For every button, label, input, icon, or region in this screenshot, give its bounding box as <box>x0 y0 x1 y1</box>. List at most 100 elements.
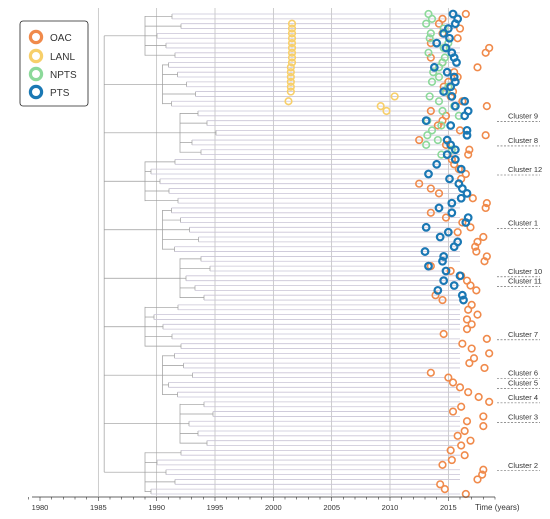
tip-marker-oac <box>464 305 473 314</box>
tip-marker-npts <box>427 77 437 86</box>
tip-marker-oac <box>460 451 469 460</box>
tip-marker-oac <box>467 344 476 353</box>
tip-marker-lanl <box>287 29 297 38</box>
tip-marker-pts <box>421 222 431 232</box>
tip-marker-oac <box>436 480 445 489</box>
legend-marker-npts <box>28 66 44 82</box>
cluster-labels: Cluster 9 Cluster 8 Cluster 12 Cluster 1 Clu… <box>497 112 542 472</box>
tip-marker-oac <box>426 184 435 193</box>
tip-marker-oac <box>448 378 458 387</box>
tip-marker-oac <box>441 213 451 222</box>
legend-label-lanl: LANL <box>50 52 75 63</box>
tip-marker-oac <box>466 223 475 232</box>
tip-marker-pts <box>446 121 456 130</box>
tip-marker-pts <box>462 125 472 135</box>
tip-marker-pts <box>450 19 460 29</box>
tip-marker-pts <box>456 164 466 174</box>
tip-marker-pts <box>449 72 459 82</box>
tip-marker-oac <box>464 150 473 159</box>
tip-marker-oac <box>455 24 465 33</box>
x-tick-label: 1980 <box>32 503 49 512</box>
x-tick-label: 1990 <box>148 503 165 512</box>
cluster-label: Cluster 3 <box>508 412 538 421</box>
tip-marker-pts <box>442 67 452 77</box>
tip-marker-lanl <box>284 97 293 106</box>
tip-marker-pts <box>445 33 454 43</box>
tip-marker-pts <box>449 281 459 290</box>
tip-marker-oac <box>438 295 447 305</box>
tip-marker-pts <box>421 116 431 126</box>
tip-marker-npts <box>429 68 438 77</box>
legend-marker-lanl <box>28 48 44 64</box>
x-tick-label: 1985 <box>90 503 107 512</box>
tip-marker-pts <box>441 266 451 276</box>
cluster-label: Cluster 2 <box>508 461 538 470</box>
tip-marker-pts <box>450 77 460 87</box>
cluster-label: Cluster 6 <box>508 369 538 378</box>
tip-marker-npts <box>438 106 447 116</box>
tip-marker-lanl <box>287 24 297 33</box>
tip-marker-npts <box>425 92 434 101</box>
tip-marker-npts <box>447 145 456 154</box>
vertical-grid-lines <box>97 8 449 496</box>
tip-marker-oac <box>481 203 490 213</box>
legend-item-npts: NPTS <box>28 66 77 82</box>
tip-marker-pts <box>450 145 460 155</box>
tip-marker-npts <box>439 24 448 33</box>
tip-marker-oac <box>480 257 489 266</box>
tip-marker-pts <box>460 111 470 121</box>
tip-marker-oac <box>473 63 482 72</box>
tip-marker-oac <box>468 194 477 203</box>
tip-marker-oac <box>457 441 466 450</box>
tip-marker-oac <box>479 412 488 421</box>
tip-marker-oac <box>446 266 455 276</box>
tip-marker-oac <box>464 388 473 397</box>
tip-marker-oac <box>446 446 455 455</box>
tip-marker-pts <box>424 169 433 179</box>
tip-marker-oac <box>467 320 476 329</box>
tip-marker-oac <box>462 325 472 334</box>
tip-marker-oac <box>438 460 447 470</box>
tip-marker-pts <box>441 43 451 53</box>
tip-marker-oac <box>461 169 470 179</box>
tip-marker-lanl <box>286 77 295 86</box>
tip-marker-oac <box>455 383 465 392</box>
tip-marker-oac <box>450 160 459 169</box>
cluster-label: Cluster 9 <box>508 112 538 121</box>
tip-marker-oac <box>485 349 494 358</box>
tip-marker-pts <box>435 232 445 242</box>
tip-marker-oac <box>466 436 475 445</box>
tip-marker-pts <box>445 174 454 184</box>
tip-marker-oac <box>482 198 491 208</box>
tip-marker-pts <box>442 150 452 160</box>
tip-marker-lanl <box>287 48 297 57</box>
tip-marker-pts <box>447 92 457 101</box>
tip-marker-oac <box>482 334 491 343</box>
tip-marker-oac <box>481 131 490 140</box>
tip-marker-oac <box>479 465 488 474</box>
tip-marker-pts <box>439 87 449 96</box>
tip-marker-npts <box>427 126 437 135</box>
cluster-label: Cluster 11 <box>508 277 542 286</box>
tip-marker-lanl <box>287 34 297 43</box>
tip-marker-pts <box>439 276 449 286</box>
tip-marker-oac <box>453 228 462 237</box>
tip-marker-oac <box>478 470 487 479</box>
x-tick-label: 1995 <box>207 503 224 512</box>
tip-marker-npts <box>426 29 435 38</box>
legend: OAC LANL NPTS PTS <box>19 20 89 107</box>
tip-marker-lanl <box>286 82 295 91</box>
tip-marker-oac <box>415 135 424 145</box>
tip-marker-pts <box>460 96 470 106</box>
tip-marker-oac <box>415 179 424 188</box>
tip-marker-oac <box>469 354 479 363</box>
tip-marker-lanl <box>390 92 399 101</box>
tip-marker-oac <box>453 431 462 440</box>
tip-marker-npts <box>422 140 431 150</box>
tip-marker-pts <box>433 285 443 295</box>
tip-marker-oac <box>439 329 448 339</box>
tip-marker-oac <box>448 407 458 416</box>
tip-marker-pts <box>447 198 457 208</box>
tip-marker-oac <box>434 19 444 28</box>
tip-marker-pts <box>450 101 460 111</box>
